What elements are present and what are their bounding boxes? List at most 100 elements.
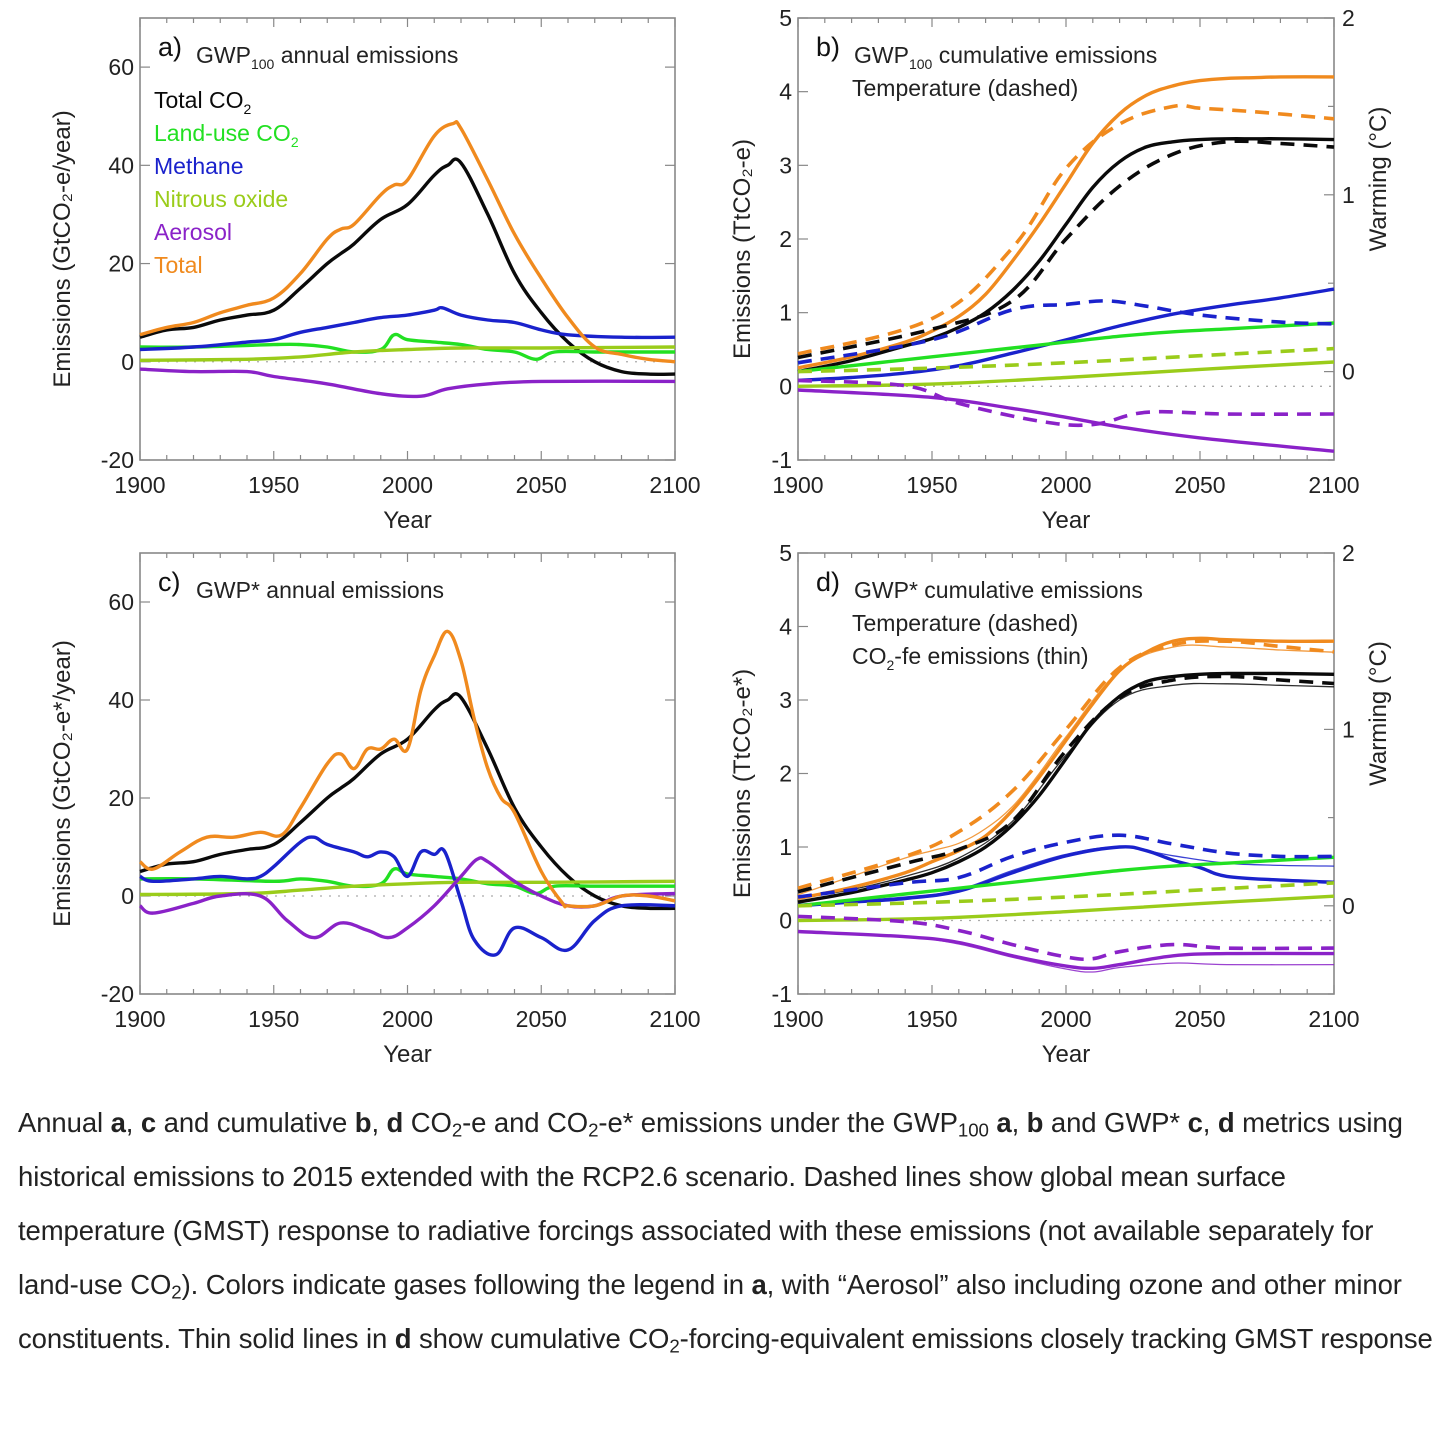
series-line-total-dashed — [797, 639, 1335, 890]
caption-text: , — [125, 1107, 141, 1138]
series-line-total-solid — [139, 120, 676, 364]
x-axis-title: Year — [1042, 1041, 1091, 1068]
panel-letter: c) — [158, 567, 181, 597]
y-axis-title: Emissions (GtCO₂-e/year) — [49, 110, 76, 387]
panel-subtitle-2: CO2-fe emissions (thin) — [852, 643, 1089, 673]
caption-text: CO — [403, 1107, 452, 1138]
caption-text: ). Colors indicate gases following the l… — [181, 1269, 752, 1300]
y-tick-label: 20 — [108, 251, 134, 277]
y-tick-label: 2 — [779, 761, 792, 787]
y-tick-label: 4 — [779, 79, 792, 105]
series-line-aerosol-solid — [797, 929, 1335, 971]
caption-text: show cumulative CO — [411, 1323, 670, 1354]
series-line-nitrous-oxide-solid — [139, 879, 676, 897]
series-line-aerosol-dashed — [797, 914, 1335, 962]
y2-axis-title: Warming (°C) — [1365, 641, 1392, 786]
x-tick-label: 1900 — [114, 472, 165, 498]
y-tick-label: 1 — [779, 300, 792, 326]
caption-panel-ref: d — [386, 1107, 404, 1138]
series-line-land-use-co2-solid — [139, 332, 675, 361]
y-tick-label: 5 — [779, 540, 792, 566]
series-line-methane-solid — [797, 845, 1335, 908]
y2-tick-label: 2 — [1342, 540, 1355, 566]
caption-text: , — [1202, 1107, 1218, 1138]
panel-subtitle: Temperature (dashed) — [852, 610, 1078, 636]
panel-c: 1900 1950 2000 2050 2100 -20 0 20 40 60 Year Emissi… — [49, 552, 701, 1068]
y-tick-label: 5 — [779, 5, 792, 31]
series-line-total-co2-solid — [797, 137, 1335, 374]
series-line-nitrous-oxide-solid — [797, 360, 1335, 388]
caption-panel-ref: a — [751, 1269, 767, 1300]
y-tick-label: 1 — [779, 834, 792, 860]
panel-title: GWP100 annual emissions — [196, 42, 458, 72]
x-tick-label: 2050 — [1174, 472, 1225, 498]
y-tick-label: 0 — [779, 908, 792, 934]
series-line-total-co2-dashed — [797, 674, 1335, 894]
y2-tick-label: 1 — [1342, 716, 1355, 742]
caption-subscript: 2 — [669, 1335, 680, 1357]
x-tick-label: 1950 — [248, 472, 299, 498]
y-tick-label: 40 — [108, 152, 134, 178]
y-tick-label: 40 — [108, 687, 134, 713]
series-line-methane-dashed — [797, 299, 1335, 365]
x-tick-label: 1900 — [772, 1006, 823, 1032]
y-tick-label: 60 — [108, 54, 134, 80]
series-line-total-co2-solid — [797, 671, 1335, 904]
figure: 1900 1950 2000 2050 2100 -20 0 20 40 60 Year Emissi… — [49, 5, 1392, 1068]
x-tick-label: 1950 — [906, 1006, 957, 1032]
x-tick-label: 1900 — [114, 1006, 165, 1032]
series-line-land-use-co2-solid — [797, 321, 1335, 374]
caption-panel-ref: c — [1187, 1107, 1203, 1138]
caption-panel-ref: a — [110, 1107, 126, 1138]
series-line-nitrous-oxide-solid — [797, 894, 1335, 923]
panel-b: 1900 1950 2000 2050 2100 -1 0 1 2 3 4 5 0 1 2 Warming (… — [729, 5, 1392, 534]
series-line-total-solid — [797, 75, 1335, 370]
caption-subscript: 2 — [451, 1119, 463, 1141]
series-line-land-use-co2-solid — [139, 866, 675, 896]
series-line-total-co2-dashed — [797, 139, 1335, 360]
legend-item-total: Total — [154, 252, 203, 278]
caption-panel-ref: d — [1217, 1107, 1235, 1138]
panel-a: 1900 1950 2000 2050 2100 -20 0 20 40 60 Year Emissi… — [49, 17, 701, 534]
series-line-methane-dashed — [797, 833, 1335, 899]
caption-panel-ref: a — [996, 1107, 1012, 1138]
y-tick-label: -20 — [101, 981, 134, 1007]
y2-tick-label: 2 — [1342, 5, 1355, 31]
caption-text: -e and CO — [462, 1107, 589, 1138]
caption-text: metrics using historical emissions to 20… — [18, 1107, 1403, 1300]
caption-text: -forcing-equivalent emissions closely tr… — [679, 1323, 1433, 1354]
y-tick-label: 0 — [779, 373, 792, 399]
y2-tick-label: 0 — [1342, 893, 1355, 919]
x-tick-label: 2000 — [1040, 1006, 1091, 1032]
caption-text: , — [1011, 1107, 1027, 1138]
series-line-total-solid — [138, 629, 676, 909]
y2-axis-title: Warming (°C) — [1365, 107, 1392, 252]
caption-text: , — [371, 1107, 387, 1138]
x-tick-label: 2100 — [649, 472, 700, 498]
caption-subscript: 100 — [957, 1119, 989, 1141]
panel-letter: b) — [816, 32, 840, 62]
series-line-aerosol-solid — [797, 388, 1335, 453]
caption-subscript: 2 — [588, 1119, 599, 1141]
y-tick-label: -20 — [101, 447, 134, 473]
panel-title: GWP* cumulative emissions — [854, 577, 1143, 603]
series-line-nitrous-oxide-solid — [139, 345, 676, 362]
x-tick-label: 2100 — [649, 1006, 700, 1032]
series-line-nitrous-oxide-dashed — [797, 346, 1335, 374]
caption-panel-ref: b — [1026, 1107, 1044, 1138]
legend-item-nitrous-oxide: Nitrous oxide — [154, 186, 288, 212]
legend-item-aerosol: Aerosol — [154, 219, 232, 245]
caption-text: Annual — [18, 1107, 111, 1138]
y-tick-label: 20 — [108, 785, 134, 811]
x-tick-label: 2050 — [516, 1006, 567, 1032]
caption-subscript: 2 — [171, 1281, 182, 1303]
series-line-methane-solid — [139, 835, 676, 957]
y-tick-label: 3 — [779, 152, 792, 178]
x-tick-label: 2050 — [1174, 1006, 1225, 1032]
caption-text: and GWP* — [1043, 1107, 1188, 1138]
x-axis-title: Year — [383, 1041, 432, 1068]
caption-panel-ref: c — [140, 1107, 157, 1138]
x-axis-title: Year — [383, 507, 432, 534]
panel-subtitle: Temperature (dashed) — [852, 75, 1078, 101]
y-tick-label: 2 — [779, 226, 792, 252]
